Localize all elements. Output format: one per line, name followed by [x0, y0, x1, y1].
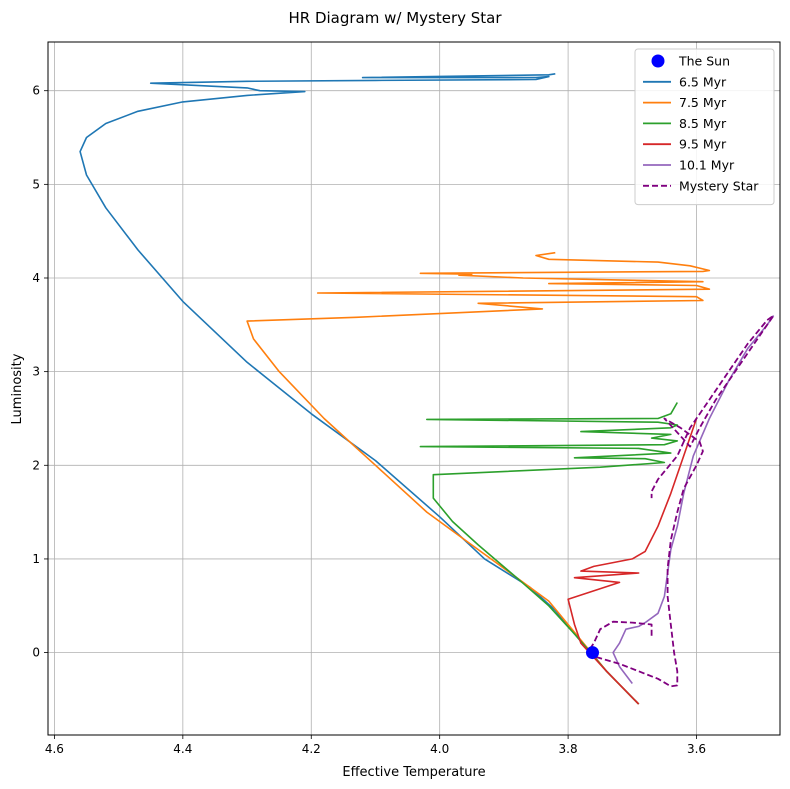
- x-tick-label: 4.2: [302, 742, 321, 756]
- series-line-mystery-star-segment: [586, 620, 653, 654]
- legend: The Sun 6.5 Myr 7.5 Myr 8.5 Myr 9.5 Myr 10.1 …: [634, 48, 775, 206]
- y-tick-label: 0: [32, 646, 40, 660]
- y-tick-label: 5: [32, 177, 40, 191]
- series-line-7-5-myr: [246, 251, 711, 705]
- sun-marker: [586, 646, 600, 660]
- legend-label: 8.5 Myr: [679, 116, 727, 131]
- y-tick-label: 4: [32, 271, 40, 285]
- axis-ticks: 4.6 4.4 4.2 4.0 3.8 3.6 0 1 2 3 4 5 6: [32, 84, 706, 756]
- legend-label: 6.5 Myr: [679, 74, 727, 89]
- y-tick-label: 2: [32, 458, 40, 472]
- legend-label: Mystery Star: [679, 178, 759, 193]
- legend-label: 7.5 Myr: [679, 95, 727, 110]
- y-tick-label: 6: [32, 84, 40, 98]
- series-line-6-5-myr: [79, 73, 640, 705]
- x-tick-label: 3.6: [687, 742, 706, 756]
- data-layer: [79, 73, 775, 705]
- x-tick-label: 4.0: [430, 742, 449, 756]
- x-tick-label: 4.4: [173, 742, 192, 756]
- x-axis-label: Effective Temperature: [342, 765, 485, 780]
- legend-label: 9.5 Myr: [679, 137, 727, 152]
- chart-title: HR Diagram w/ Mystery Star: [288, 9, 502, 27]
- x-tick-label: 3.8: [559, 742, 578, 756]
- series-line-8-5-myr: [419, 402, 679, 705]
- y-tick-label: 3: [32, 365, 40, 379]
- plot-frame: [47, 41, 781, 736]
- series-line-9-5-myr: [567, 418, 698, 705]
- grid: [48, 42, 780, 735]
- x-tick-label: 4.6: [45, 742, 64, 756]
- legend-label: 10.1 Myr: [679, 158, 735, 173]
- y-axis-label: Luminosity: [10, 353, 25, 424]
- y-tick-label: 1: [32, 552, 40, 566]
- legend-label: The Sun: [678, 54, 730, 69]
- series-line-mystery-star: [587, 314, 775, 688]
- legend-marker-sun: [651, 54, 665, 68]
